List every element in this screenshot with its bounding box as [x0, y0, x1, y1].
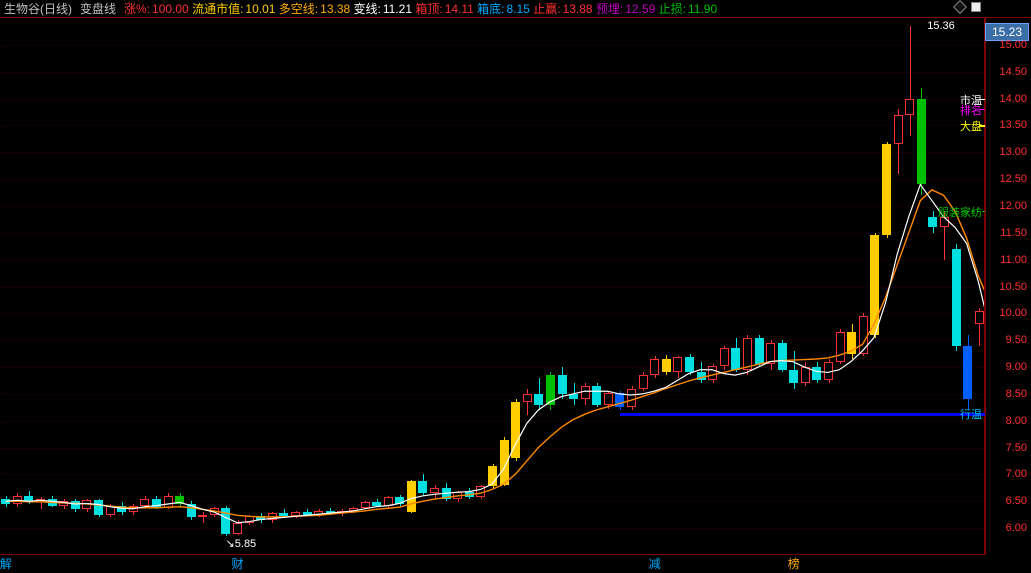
ytick: 13.00: [999, 146, 1027, 158]
indicator-流通市值: 流通市值:10.01: [192, 2, 275, 16]
indicator-箱底: 箱底:8.15: [477, 2, 530, 16]
line-label: 服装家纺: [938, 204, 982, 220]
indicator-变线: 变线:11.21: [354, 2, 412, 16]
bottom-label: 减: [649, 555, 661, 572]
ytick: 7.00: [1006, 468, 1027, 480]
indicator-name: 变盘线: [80, 0, 116, 17]
ytick: 8.50: [1006, 388, 1027, 400]
ytick: 13.50: [999, 119, 1027, 131]
price-annotation: ↘5.85: [226, 537, 257, 550]
chart-toolbar: [955, 2, 981, 12]
price-axis: 15.23 6.006.507.007.508.008.509.009.5010…: [985, 18, 1031, 555]
indicator-箱顶: 箱顶:14.11: [415, 2, 473, 16]
indicator-止赢: 止赢:13.88: [533, 2, 592, 16]
ytick: 12.50: [999, 173, 1027, 185]
ytick: 9.50: [1006, 334, 1027, 346]
bottom-label: 财: [232, 555, 244, 572]
ytick: 7.50: [1006, 442, 1027, 454]
ytick: 10.00: [999, 307, 1027, 319]
support-line: [620, 413, 985, 416]
bottom-label: 榜: [788, 555, 800, 572]
ytick: 11.00: [1000, 254, 1027, 266]
price-annotation: 15.36: [927, 20, 955, 32]
overlay-layer: 行温大盘市温排名服装家纺15.36↘5.85: [0, 18, 984, 555]
stock-title: 生物谷(日线): [4, 0, 72, 17]
ytick: 6.00: [1006, 522, 1027, 534]
ytick: 9.00: [1006, 361, 1027, 373]
bottom-label: 解: [0, 555, 12, 572]
ytick: 15.00: [999, 39, 1027, 51]
line-label: 大盘: [960, 118, 982, 134]
plot-area[interactable]: 行温大盘市温排名服装家纺15.36↘5.85: [0, 18, 985, 555]
ytick: 11.50: [1000, 227, 1027, 239]
ytick: 6.50: [1006, 495, 1027, 507]
ytick: 10.50: [999, 281, 1027, 293]
ytick: 14.00: [999, 93, 1027, 105]
chart-container: 生物谷(日线) 变盘线 涨%:100.00 流通市值:10.01 多空线:13.…: [0, 0, 1031, 573]
tool-square-icon[interactable]: [971, 2, 981, 12]
ytick: 14.50: [999, 66, 1027, 78]
ytick: 12.00: [999, 200, 1027, 212]
indicator-涨%: 涨%:100.00: [124, 2, 189, 16]
tool-diamond-icon[interactable]: [953, 0, 967, 14]
top-indicator-bar: 生物谷(日线) 变盘线 涨%:100.00 流通市值:10.01 多空线:13.…: [0, 0, 1031, 18]
line-label: 排名: [960, 102, 982, 118]
line-label: 行温: [960, 406, 982, 422]
bottom-label-bar: 解财减榜: [0, 555, 985, 573]
indicator-止损: 止损:11.90: [659, 2, 717, 16]
indicator-多空线: 多空线:13.38: [279, 2, 350, 16]
ytick: 8.00: [1006, 415, 1027, 427]
indicator-预埋: 预埋:12.59: [596, 2, 655, 16]
